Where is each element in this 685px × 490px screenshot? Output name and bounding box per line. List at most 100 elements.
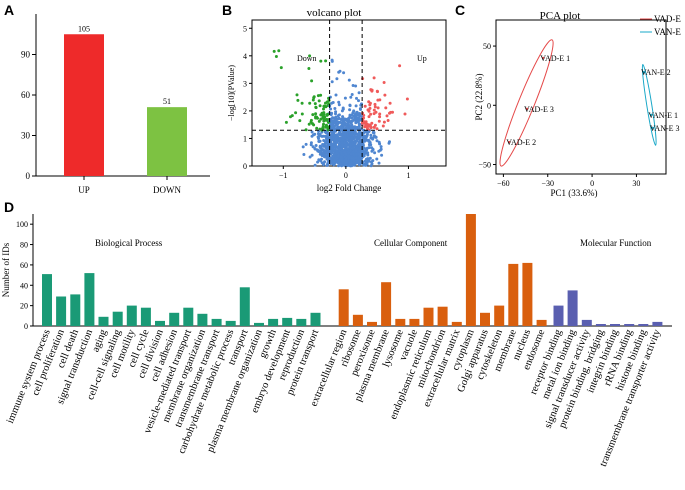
volcano-point-ns (344, 152, 348, 156)
volcano-point-ns (357, 135, 361, 139)
volcano-point-up (375, 127, 379, 131)
volcano-point-ns (371, 137, 375, 141)
go-bar (409, 318, 420, 326)
volcano-point-ns (367, 139, 371, 143)
volcano-point-ns (331, 119, 335, 123)
volcano-y-tick-label: 0 (243, 162, 247, 171)
volcano-point-ns (339, 138, 343, 141)
volcano-point-down (311, 113, 315, 117)
d-y-label: Number of IDs (1, 242, 11, 297)
pca-legend: VAD-E VAN-E (640, 14, 681, 37)
volcano-point-down (317, 99, 321, 103)
volcano-point-ns (335, 77, 339, 81)
volcano-point-up (403, 112, 407, 116)
volcano-point-ns (302, 153, 306, 156)
go-group-label: Cellular Component (374, 238, 448, 248)
volcano-point-ns (351, 127, 355, 131)
volcano-point-ns (325, 151, 329, 155)
volcano-point-ns (377, 140, 381, 144)
volcano-point-ns (333, 124, 336, 128)
volcano-point-ns (352, 157, 356, 160)
volcano-point-ns (330, 58, 334, 62)
volcano-point-down (311, 98, 315, 102)
volcano-point-up (388, 101, 392, 105)
volcano-x-tick-label: −1 (279, 171, 288, 180)
volcano-point-ns (356, 143, 360, 147)
volcano-point-ns (369, 133, 373, 137)
volcano-point-up (373, 105, 377, 109)
volcano-point-ns (332, 149, 336, 153)
go-bar (268, 318, 279, 326)
volcano-point-ns (354, 104, 358, 108)
volcano-point-ns (345, 125, 349, 129)
d-y-tick-label: 40 (20, 281, 28, 290)
volcano-point-ns (329, 107, 333, 111)
volcano-point-ns (309, 141, 313, 145)
volcano-point-ns (331, 142, 335, 146)
volcano-point-ns (367, 143, 371, 147)
volcano-point-ns (336, 154, 340, 158)
volcano-point-ns (353, 115, 356, 119)
pca-y-tick-label: 0 (487, 101, 491, 110)
go-bar (395, 318, 406, 326)
go-bar (126, 305, 137, 326)
volcano-point-up (368, 101, 372, 105)
volcano-point-up (385, 114, 389, 118)
volcano-y-tick-label: 2 (243, 107, 247, 116)
go-group-label: Molecular Function (580, 238, 652, 248)
volcano-point-up (372, 76, 376, 80)
volcano-point-ns (323, 154, 327, 158)
go-group-label: Biological Process (95, 238, 163, 248)
volcano-point-ns (339, 151, 343, 155)
volcano-point-down (308, 101, 312, 105)
volcano-point-ns (346, 147, 349, 151)
volcano-point-up (398, 64, 402, 68)
volcano-point-ns (355, 96, 358, 100)
volcano-point-ns (336, 126, 339, 130)
volcano-point-up (376, 106, 380, 110)
volcano-point-down (300, 101, 304, 105)
go-bar (567, 290, 578, 326)
pca-ellipse-vad-e (499, 39, 554, 167)
volcano-point-ns (313, 147, 317, 150)
volcano-point-up (369, 112, 373, 116)
volcano-point-ns (354, 156, 358, 160)
pca-y-tick-label: 50 (483, 42, 491, 51)
volcano-point-ns (317, 158, 321, 162)
volcano-point-ns (375, 139, 379, 143)
volcano-point-ns (375, 157, 379, 161)
volcano-point-down (319, 93, 323, 97)
volcano-point-down (314, 112, 318, 116)
volcano-point-ns (333, 107, 337, 110)
pca-title: PCA plot (540, 10, 581, 22)
volcano-point-ns (365, 134, 369, 138)
panel-label-a: A (4, 2, 14, 18)
volcano-point-ns (326, 144, 330, 148)
volcano-point-up (365, 125, 369, 129)
volcano-point-ns (338, 144, 342, 148)
volcano-point-ns (304, 142, 308, 146)
volcano-point-down (304, 128, 308, 132)
volcano-point-up (378, 98, 382, 102)
volcano-point-ns (325, 138, 329, 142)
volcano-point-ns (350, 93, 354, 96)
volcano-point-up (369, 125, 373, 129)
go-bar (595, 324, 606, 326)
volcano-point-ns (335, 139, 339, 143)
a-x-tick-label: UP (78, 185, 90, 195)
go-bar (169, 312, 180, 326)
volcano-point-down (322, 117, 326, 121)
volcano-point-ns (374, 135, 378, 139)
volcano-point-up (376, 90, 379, 94)
volcano-point-ns (342, 118, 346, 122)
go-bar (508, 263, 519, 326)
go-bar (98, 316, 109, 326)
go-bar (451, 321, 462, 326)
volcano-point-ns (344, 157, 348, 161)
pca-point (650, 113, 653, 116)
volcano-point-down (322, 122, 325, 126)
volcano-point-ns (355, 110, 359, 114)
volcano-point-ns (348, 144, 352, 147)
volcano-point-up (372, 125, 376, 129)
